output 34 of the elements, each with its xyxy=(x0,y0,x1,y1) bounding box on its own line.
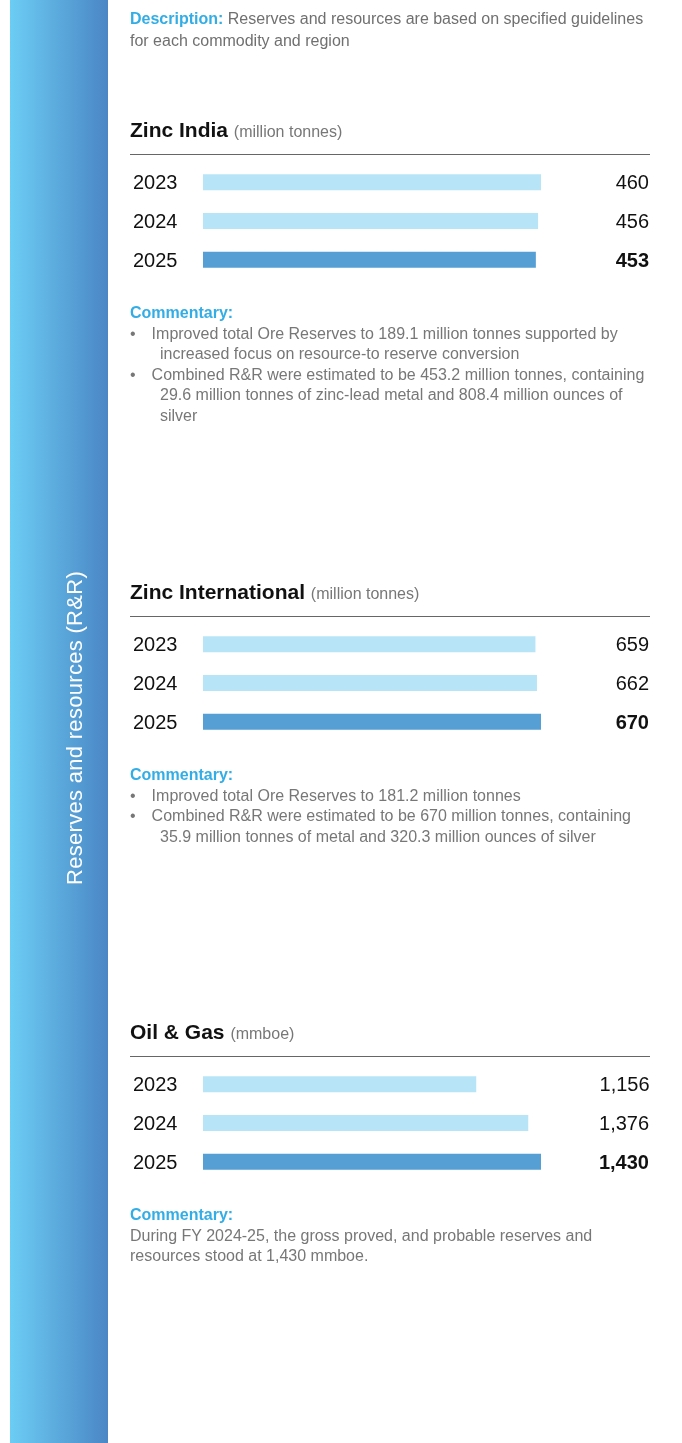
y-tick-label: 2025 xyxy=(133,1150,178,1173)
y-tick-label: 2024 xyxy=(133,1112,178,1134)
y-tick-label: 2023 xyxy=(133,1073,178,1096)
chart-title: Zinc India xyxy=(130,118,229,141)
text: • Improved total Ore Reserves to 181.2 million tonnes xyxy=(130,785,522,806)
data-label: 456 xyxy=(615,210,650,232)
text: • Combined R&R were estimated to be 453.2 million tonnes, containing 29.6 million tonnes of zinc-lead metal and 808.4 million ounces of silver xyxy=(130,364,646,426)
y-tick-label: 2024 xyxy=(133,672,178,694)
data-label: 670 xyxy=(615,710,649,733)
y-tick-label: 2025 xyxy=(133,710,178,733)
chart-title: Zinc International xyxy=(130,580,306,603)
y-tick-label: 2024 xyxy=(133,210,178,232)
text: Commentary: xyxy=(130,303,235,323)
text: • Combined R&R were estimated to be 670 million tonnes, containing 35.9 million tonnes of metal and 320.3 million ounces of silver xyxy=(130,806,632,847)
data-label: 1,430 xyxy=(598,1150,649,1173)
text: During FY 2024-25, the gross proved, and probable reserves and resources stood at 1,430 mmboe. xyxy=(130,1225,594,1266)
text: Reserves and resources (R&R) xyxy=(62,570,88,886)
y-tick-label: 2023 xyxy=(133,171,178,194)
y-tick-label: 2025 xyxy=(133,248,178,271)
text: Commentary: xyxy=(130,1205,235,1225)
chart-subtitle: (mmboe) xyxy=(230,1025,295,1042)
chart-subtitle: (million tonnes) xyxy=(233,123,343,140)
chart-subtitle: (million tonnes) xyxy=(310,585,420,602)
text: • Improved total Ore Reserves to 189.1 million tonnes supported by increased focus on resource-to reserve conversion xyxy=(130,323,619,364)
chart-title: Oil & Gas xyxy=(130,1020,225,1043)
data-label: 659 xyxy=(615,633,650,656)
data-label: 1,156 xyxy=(599,1073,650,1096)
y-tick-label: 2023 xyxy=(133,633,178,656)
data-label: 460 xyxy=(615,171,649,194)
data-label: 1,376 xyxy=(599,1112,650,1134)
text: Commentary: xyxy=(130,765,235,785)
text: Description: xyxy=(130,10,224,27)
data-label: 662 xyxy=(615,672,650,694)
data-label: 453 xyxy=(615,248,650,271)
